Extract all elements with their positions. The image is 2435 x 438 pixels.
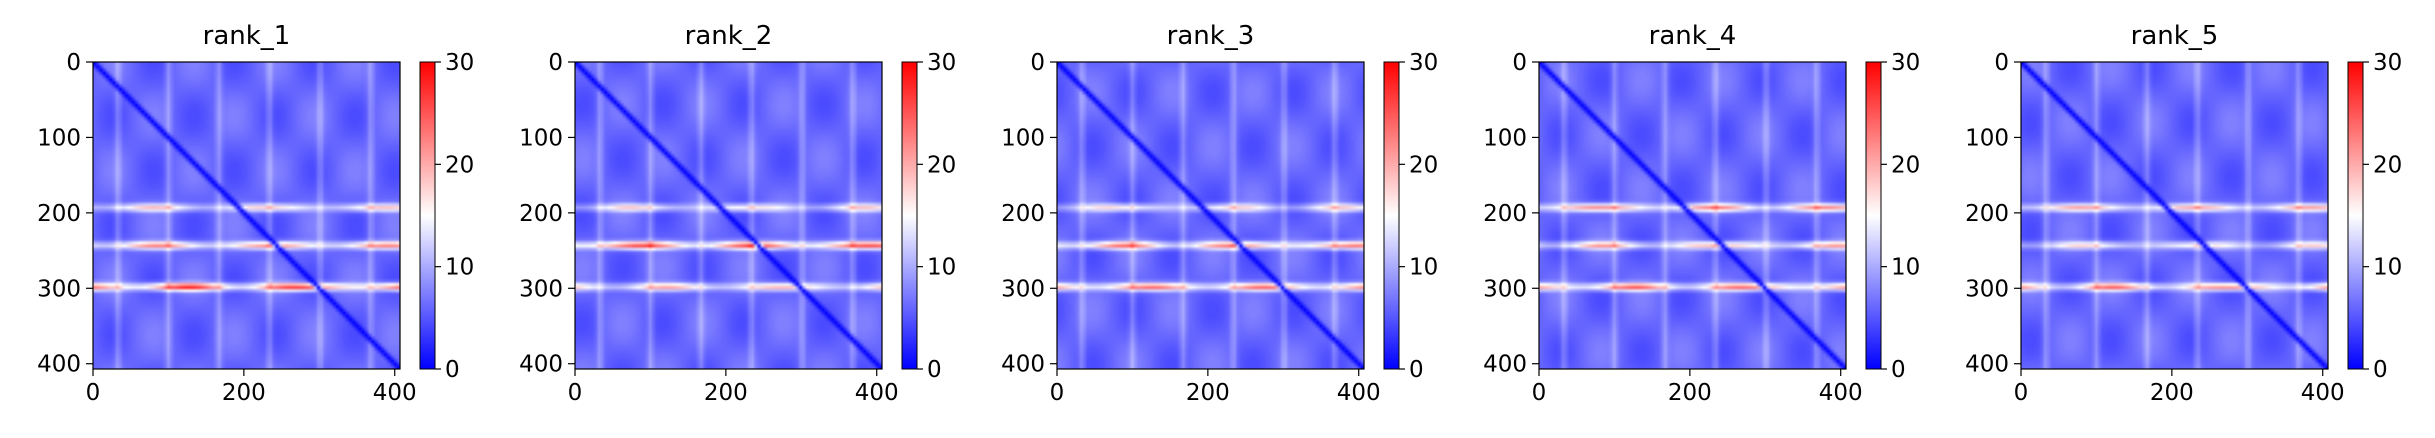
panel-title: rank_5	[2131, 21, 2219, 51]
colorbar-tick-label: 30	[1891, 50, 1920, 76]
colorbar	[901, 61, 918, 370]
x-tick-label: 400	[1337, 380, 1381, 406]
y-tick-label: 200	[1965, 201, 2009, 227]
y-tick-label: 400	[519, 352, 563, 378]
y-tick-label: 200	[1001, 201, 1045, 227]
colorbar-tick-label: 0	[2373, 357, 2388, 383]
colorbar-tick-label: 10	[1409, 255, 1438, 281]
heatmap-image	[1057, 62, 1364, 369]
plot-frame	[1056, 61, 1365, 370]
colorbar	[1865, 61, 1882, 370]
colorbar-tick-label: 10	[2373, 255, 2402, 281]
y-tick-label: 100	[519, 125, 563, 151]
x-tick-label: 200	[2150, 380, 2194, 406]
colorbar-tick-label: 20	[445, 152, 474, 178]
colorbar-tick-label: 0	[1891, 357, 1906, 383]
x-tick-label: 400	[2301, 380, 2345, 406]
y-tick-label: 0	[1030, 50, 1045, 76]
x-tick-label: 200	[222, 380, 266, 406]
panel-title: rank_2	[685, 21, 773, 51]
y-tick-label: 300	[519, 276, 563, 302]
x-tick-label: 400	[855, 380, 899, 406]
x-tick-label: 200	[704, 380, 748, 406]
colorbar-tick-label: 30	[2373, 50, 2402, 76]
heatmap-image	[2021, 62, 2328, 369]
y-tick-label: 100	[37, 125, 81, 151]
plot-frame	[1538, 61, 1847, 370]
y-tick-label: 400	[37, 352, 81, 378]
y-tick-label: 400	[1483, 352, 1527, 378]
colorbar	[419, 61, 436, 370]
y-tick-label: 200	[37, 201, 81, 227]
colorbar-tick-label: 10	[445, 255, 474, 281]
x-tick-label: 0	[2014, 380, 2029, 406]
colorbar	[2347, 61, 2364, 370]
colorbar-tick-label: 0	[445, 357, 460, 383]
y-tick-label: 0	[1994, 50, 2009, 76]
y-tick-label: 300	[37, 276, 81, 302]
y-tick-label: 300	[1001, 276, 1045, 302]
colorbar-tick-label: 30	[445, 50, 474, 76]
colorbar-tick-label: 10	[1891, 255, 1920, 281]
y-tick-label: 400	[1001, 352, 1045, 378]
panel-title: rank_4	[1649, 21, 1737, 51]
x-tick-label: 400	[1819, 380, 1863, 406]
y-tick-label: 200	[519, 201, 563, 227]
colorbar-tick-label: 30	[1409, 50, 1438, 76]
heatmap-image	[1539, 62, 1846, 369]
plot-frame	[2020, 61, 2329, 370]
y-tick-label: 200	[1483, 201, 1527, 227]
x-tick-label: 0	[86, 380, 101, 406]
y-tick-label: 100	[1483, 125, 1527, 151]
y-tick-label: 400	[1965, 352, 2009, 378]
colorbar-tick-label: 0	[1409, 357, 1424, 383]
x-tick-label: 200	[1186, 380, 1230, 406]
plot-frame	[92, 61, 401, 370]
x-tick-label: 200	[1668, 380, 1712, 406]
plot-frame	[574, 61, 883, 370]
colorbar-tick-label: 20	[1409, 152, 1438, 178]
heatmap-image	[575, 62, 882, 369]
colorbar	[1383, 61, 1400, 370]
panel-title: rank_3	[1167, 21, 1255, 51]
colorbar-tick-label: 20	[927, 152, 956, 178]
y-tick-label: 0	[1512, 50, 1527, 76]
y-tick-label: 100	[1965, 125, 2009, 151]
panel-title: rank_1	[203, 21, 291, 51]
colorbar-tick-label: 30	[927, 50, 956, 76]
x-tick-label: 0	[1532, 380, 1547, 406]
y-tick-label: 300	[1483, 276, 1527, 302]
y-tick-label: 0	[548, 50, 563, 76]
y-tick-label: 300	[1965, 276, 2009, 302]
colorbar-tick-label: 0	[927, 357, 942, 383]
colorbar-tick-label: 20	[2373, 152, 2402, 178]
colorbar-tick-label: 10	[927, 255, 956, 281]
colorbar-tick-label: 20	[1891, 152, 1920, 178]
y-tick-label: 100	[1001, 125, 1045, 151]
heatmap-image	[93, 62, 400, 369]
x-tick-label: 0	[568, 380, 583, 406]
x-tick-label: 0	[1050, 380, 1065, 406]
y-tick-label: 0	[66, 50, 81, 76]
x-tick-label: 400	[373, 380, 417, 406]
